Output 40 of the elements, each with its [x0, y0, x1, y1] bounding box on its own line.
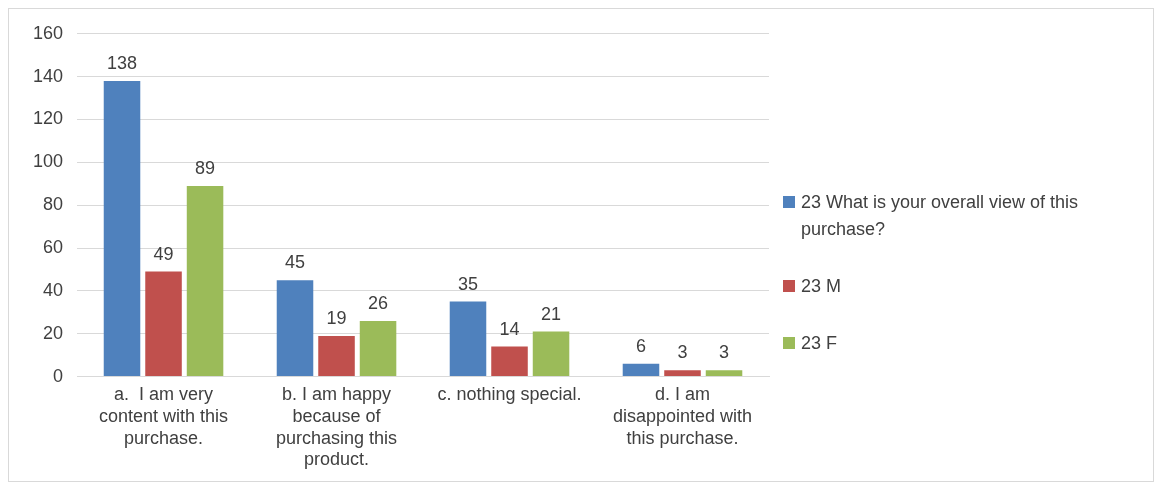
x-tick-label: d. I am disappointed with this purchase.	[612, 384, 753, 448]
y-tick-label: 100	[32, 151, 64, 172]
legend-label: 23 What is your overall view of this purchase?	[801, 191, 1080, 241]
y-tick-label: 140	[32, 65, 64, 86]
y-tick-label: 60	[43, 237, 64, 258]
data-label: 35	[457, 273, 479, 294]
bar	[705, 370, 743, 377]
legend-label: 23 F	[801, 332, 838, 355]
y-tick-label: 20	[43, 322, 64, 343]
data-label: 49	[153, 243, 174, 264]
x-tick-label: c. nothing special.	[437, 384, 582, 405]
legend-label: 23 M	[801, 275, 842, 298]
data-label: 138	[106, 52, 138, 73]
data-label: 19	[326, 307, 347, 328]
y-tick-label: 120	[32, 108, 64, 129]
data-label: 89	[195, 157, 216, 178]
data-label: 45	[284, 252, 306, 273]
x-tick-label: a. I am very content with this purchase.	[98, 384, 229, 448]
bar	[449, 301, 487, 377]
y-tick-label: 80	[43, 194, 64, 215]
data-label: 14	[499, 318, 520, 339]
y-tick-label: 40	[43, 279, 64, 300]
bar	[186, 185, 224, 377]
data-label: 21	[541, 303, 562, 324]
bar	[103, 80, 141, 377]
bar	[359, 320, 397, 377]
data-label: 6	[635, 335, 646, 356]
bar	[276, 280, 314, 377]
data-label: 3	[719, 342, 730, 363]
data-label: 3	[677, 342, 688, 363]
x-tick-label: b. I am happy because of purchasing this product.	[275, 384, 398, 470]
y-tick-label: 160	[32, 22, 64, 43]
bar	[491, 346, 528, 377]
bar	[622, 363, 660, 377]
y-tick-label: 0	[53, 365, 64, 386]
data-label: 26	[368, 292, 389, 313]
bar	[145, 271, 182, 377]
bar	[318, 335, 355, 377]
bar	[532, 331, 570, 377]
bar	[664, 370, 701, 377]
